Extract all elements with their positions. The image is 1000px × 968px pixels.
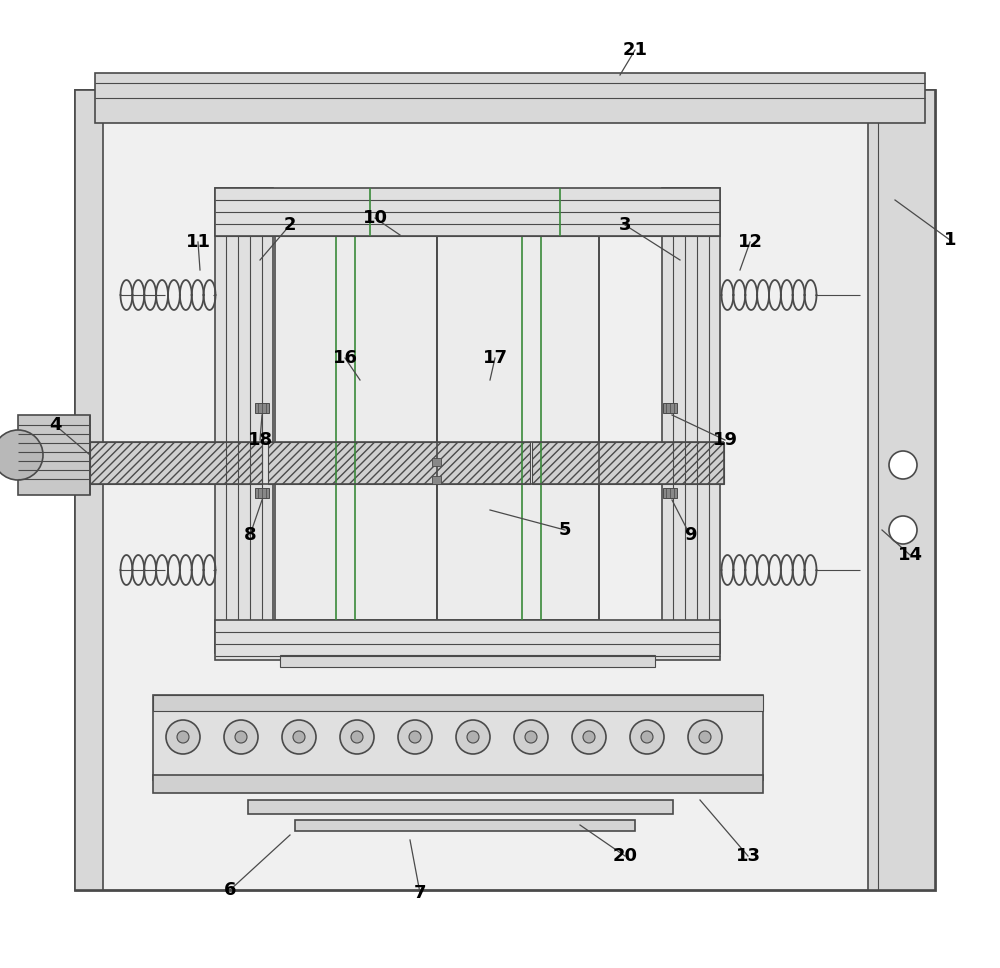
Bar xyxy=(18,415,90,495)
Circle shape xyxy=(293,731,305,743)
Text: 1: 1 xyxy=(944,231,956,249)
Bar xyxy=(248,800,673,814)
Bar xyxy=(437,236,599,620)
Text: 12: 12 xyxy=(738,233,763,251)
Bar xyxy=(662,188,720,653)
Bar xyxy=(275,236,437,620)
Text: 5: 5 xyxy=(559,521,571,539)
Circle shape xyxy=(583,731,595,743)
Circle shape xyxy=(0,430,43,480)
Circle shape xyxy=(699,731,711,743)
Bar xyxy=(255,403,269,413)
Circle shape xyxy=(177,731,189,743)
Text: 10: 10 xyxy=(362,209,388,227)
Circle shape xyxy=(340,720,374,754)
Bar xyxy=(95,73,925,123)
Circle shape xyxy=(572,720,606,754)
Circle shape xyxy=(688,720,722,754)
Bar xyxy=(153,695,763,780)
Bar xyxy=(663,488,677,498)
Bar xyxy=(215,188,720,236)
Circle shape xyxy=(409,731,421,743)
Text: 4: 4 xyxy=(49,416,61,434)
Text: 14: 14 xyxy=(898,546,922,564)
Bar xyxy=(868,90,935,890)
Bar xyxy=(663,403,677,413)
Circle shape xyxy=(525,731,537,743)
Text: 3: 3 xyxy=(619,216,631,234)
Circle shape xyxy=(514,720,548,754)
Bar xyxy=(432,476,441,484)
Text: 11: 11 xyxy=(186,233,210,251)
Circle shape xyxy=(235,731,247,743)
Circle shape xyxy=(224,720,258,754)
Text: 21: 21 xyxy=(622,41,648,59)
Bar xyxy=(432,458,441,466)
Circle shape xyxy=(889,451,917,479)
Circle shape xyxy=(351,731,363,743)
Bar xyxy=(75,90,103,890)
Bar xyxy=(215,620,720,660)
Text: 20: 20 xyxy=(612,847,638,865)
Bar xyxy=(90,442,262,484)
Circle shape xyxy=(166,720,200,754)
Bar xyxy=(75,90,935,890)
Circle shape xyxy=(641,731,653,743)
Circle shape xyxy=(630,720,664,754)
Text: 8: 8 xyxy=(244,526,256,544)
Circle shape xyxy=(398,720,432,754)
Circle shape xyxy=(889,516,917,544)
Text: 13: 13 xyxy=(736,847,761,865)
Text: 17: 17 xyxy=(482,349,508,367)
Text: 19: 19 xyxy=(712,431,738,449)
Bar xyxy=(255,488,269,498)
Text: 2: 2 xyxy=(284,216,296,234)
Bar xyxy=(280,655,655,667)
Bar xyxy=(153,695,763,711)
Text: 7: 7 xyxy=(414,884,426,902)
Text: 16: 16 xyxy=(332,349,358,367)
Bar xyxy=(268,442,530,484)
Bar xyxy=(295,820,635,831)
Text: 9: 9 xyxy=(684,526,696,544)
Bar xyxy=(215,188,273,653)
Circle shape xyxy=(282,720,316,754)
Circle shape xyxy=(467,731,479,743)
Text: 6: 6 xyxy=(224,881,236,899)
Bar xyxy=(532,442,724,484)
Circle shape xyxy=(456,720,490,754)
Bar xyxy=(153,775,763,793)
Text: 18: 18 xyxy=(247,431,273,449)
